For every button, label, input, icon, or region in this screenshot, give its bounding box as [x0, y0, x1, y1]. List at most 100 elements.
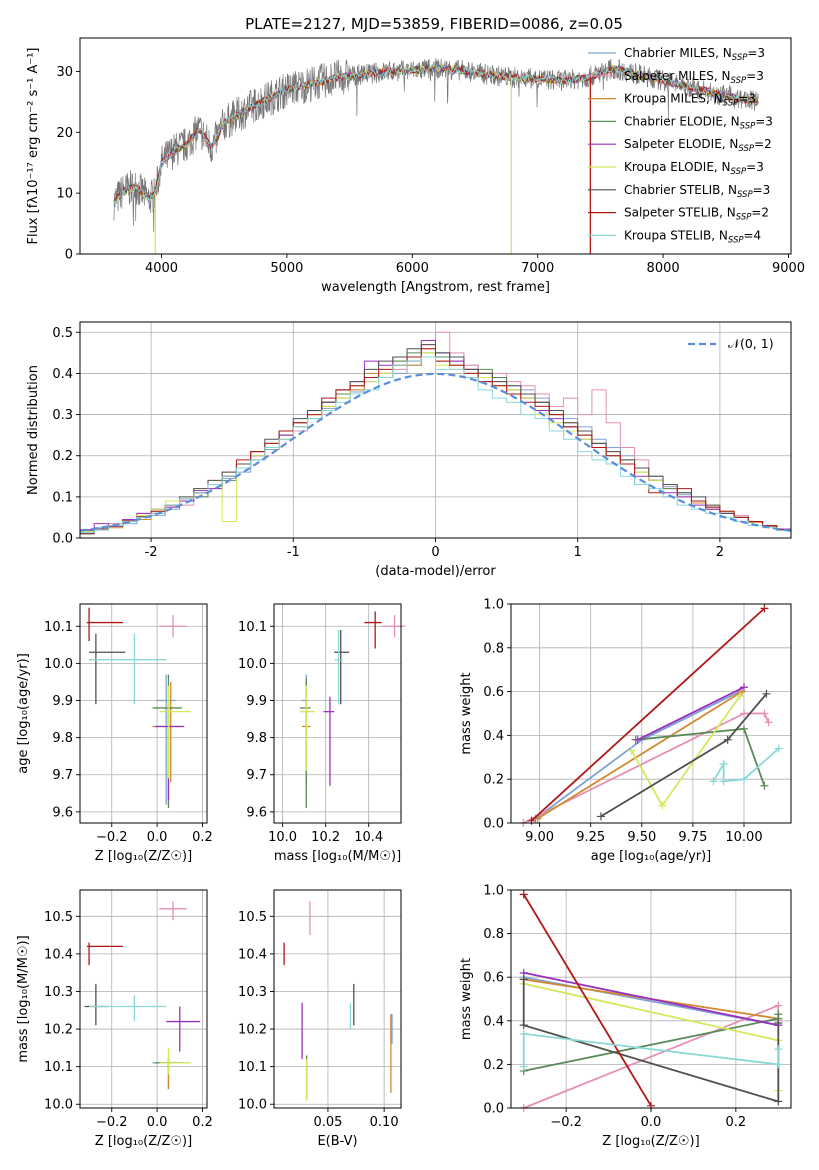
legend-label: Salpeter MILES, NSSP=3: [624, 69, 764, 86]
x-tick-label: 0.2: [192, 830, 213, 845]
y-axis-label: mass weight: [459, 672, 474, 754]
y-tick-label: 9.9: [246, 694, 267, 709]
axes-frame: [510, 603, 792, 824]
y-tick-label: 10.0: [238, 657, 267, 672]
model-line-7: [113, 64, 759, 201]
y-tick-label: 0.0: [483, 817, 504, 832]
y-tick-label: 0.4: [483, 729, 504, 744]
y-tick-label: 10.4: [238, 947, 267, 962]
legend-label: Salpeter ELODIE, NSSP=2: [624, 137, 772, 154]
y-tick-label: 10.4: [44, 947, 73, 962]
y-tick-label: 10.2: [44, 1023, 73, 1038]
mw-marker-6: [774, 1018, 783, 1027]
x-axis-label: (data-model)/error: [375, 564, 496, 579]
y-tick-label: 10.1: [44, 1060, 73, 1075]
mw-marker-7: [519, 890, 528, 899]
y-tick-label: 0.2: [483, 1058, 504, 1073]
y-tick-label: 0.6: [483, 685, 504, 700]
x-tick-label: 0.05: [313, 1115, 342, 1130]
panel-massweight-vs-Z: −0.2 0.0 0.2 0.0 0.2 0.4 0.6 0.8 1.0 Z [log₁₀(Z/Z…: [459, 884, 792, 1149]
panel-age-vs-mass: 10.0 10.2 10.4 9.6 9.7 9.8 9.9 10.0 10.1 mass [lo…: [238, 603, 406, 864]
x-tick-label: 0.0: [147, 830, 168, 845]
x-tick-label: 0.2: [192, 1115, 213, 1130]
mw-line-4: [637, 686, 745, 741]
y-tick-label: 0.8: [483, 641, 504, 656]
x-tick-label: −0.2: [550, 1115, 582, 1130]
mw-marker-3: [760, 781, 769, 790]
y-tick-label: 1.0: [483, 884, 504, 899]
mw-marker-5: [735, 691, 744, 700]
x-axis-label: Z [log₁₀(Z/Z☉)]: [602, 1134, 699, 1149]
mw-marker-6: [774, 1097, 783, 1106]
axes-frame: [273, 889, 402, 1109]
y-tick-label: 0.0: [483, 1102, 504, 1117]
mw-marker-5: [627, 746, 636, 755]
x-tick-label: 4000: [145, 261, 178, 276]
y-tick-label: 9.6: [246, 805, 267, 820]
x-tick-label: 10.4: [354, 830, 383, 845]
legend-label: Kroupa STELIB, NSSP=4: [624, 228, 761, 245]
y-tick-label: 10.5: [238, 910, 267, 925]
x-tick-label: −0.2: [96, 830, 128, 845]
mw-marker-4: [633, 735, 642, 744]
mw-line-7: [530, 607, 766, 822]
legend-label: Chabrier MILES, NSSP=3: [624, 46, 765, 63]
x-tick-label: 0.2: [726, 1115, 747, 1130]
y-tick-label: 0.1: [52, 490, 73, 505]
mw-marker-3: [774, 1010, 783, 1019]
mw-marker-7: [760, 604, 769, 613]
y-tick-label: 9.7: [246, 768, 267, 783]
x-tick-label: 9.00: [525, 830, 554, 845]
y-tick-label: 10.0: [44, 1098, 73, 1113]
x-tick-label: 5000: [270, 261, 303, 276]
y-axis-label: Normed distribution: [26, 365, 41, 495]
legend-label: Kroupa MILES, NSSP=3: [624, 92, 756, 109]
mw-marker-1: [774, 1001, 783, 1010]
y-tick-label: 0.5: [52, 326, 73, 341]
mw-marker-4: [739, 683, 748, 692]
y-tick-label: 10.0: [44, 657, 73, 672]
axes-frame: [79, 603, 208, 824]
model-line-4: [113, 65, 759, 204]
x-tick-label: 9.75: [678, 830, 707, 845]
legend-label: Salpeter STELIB, NSSP=2: [624, 206, 769, 223]
mw-marker-8: [719, 777, 728, 786]
x-axis-label: E(B-V): [317, 1134, 357, 1149]
model-line-0: [113, 64, 759, 203]
mw-marker-8: [519, 1062, 528, 1071]
y-axis-label: Flux [fλ10⁻¹⁷ erg cm⁻² s⁻¹ A⁻¹]: [26, 48, 41, 245]
x-axis-label: Z [log₁₀(Z/Z☉)]: [95, 849, 192, 864]
mw-marker-6: [519, 1021, 528, 1030]
legend-label: Chabrier STELIB, NSSP=3: [624, 183, 770, 200]
mw-line-7: [522, 893, 652, 1107]
figure-title: PLATE=2127, MJD=53859, FIBERID=0086, z=0…: [245, 15, 623, 33]
y-axis-label: mass [log₁₀(M/M☉)]: [16, 935, 31, 1062]
mw-marker-1: [764, 718, 773, 727]
x-tick-label: 10.00: [725, 830, 762, 845]
model-line-2: [113, 64, 759, 203]
y-tick-label: 0.0: [52, 532, 73, 547]
x-tick-label: 0.0: [641, 1115, 662, 1130]
mw-line-1: [522, 712, 770, 824]
y-tick-label: 9.8: [52, 731, 73, 746]
mw-marker-6: [723, 735, 732, 744]
x-axis-label: wavelength [Angstrom, rest frame]: [321, 280, 550, 295]
y-tick-label: 9.7: [52, 768, 73, 783]
y-tick-label: 0.4: [52, 367, 73, 382]
panel-mass-vs-ebv: 0.05 0.10 10.0 10.1 10.2 10.3 10.4 10.5 E(B-V): [238, 889, 402, 1149]
x-tick-label: 10.0: [268, 830, 297, 845]
y-tick-label: 10: [56, 187, 73, 202]
y-tick-label: 0.2: [483, 773, 504, 788]
x-tick-label: 0: [431, 545, 439, 560]
y-tick-label: 0.3: [52, 408, 73, 423]
legend-label: Chabrier ELODIE, NSSP=3: [624, 114, 773, 131]
x-axis-label: mass [log₁₀(M/M☉)]: [274, 849, 401, 864]
mw-marker-8: [739, 775, 748, 784]
x-tick-label: -2: [145, 545, 158, 560]
y-tick-label: 0.8: [483, 927, 504, 942]
x-tick-label: −0.2: [96, 1115, 128, 1130]
axes-frame: [273, 603, 402, 824]
x-tick-label: 7000: [521, 261, 554, 276]
panel-spectrum: Chabrier MILES, NSSP=3 Salpeter MILES, NS…: [26, 37, 805, 295]
